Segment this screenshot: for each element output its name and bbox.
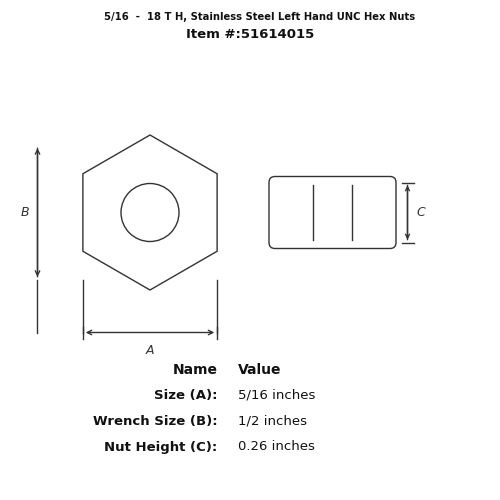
Text: Value: Value [238, 362, 281, 376]
Text: Name: Name [172, 362, 218, 376]
Text: Size (A):: Size (A): [154, 388, 218, 402]
Text: 5/16  -  18 T H, Stainless Steel Left Hand UNC Hex Nuts: 5/16 - 18 T H, Stainless Steel Left Hand… [104, 12, 416, 22]
Text: A: A [146, 344, 154, 356]
Text: B: B [20, 206, 30, 219]
Text: Wrench Size (B):: Wrench Size (B): [93, 414, 218, 428]
Text: Nut Height (C):: Nut Height (C): [104, 440, 218, 454]
Text: C: C [416, 206, 426, 219]
Text: 0.26 inches: 0.26 inches [238, 440, 314, 454]
Text: Item #:51614015: Item #:51614015 [186, 28, 314, 40]
Text: 1/2 inches: 1/2 inches [238, 414, 306, 428]
Text: 5/16 inches: 5/16 inches [238, 388, 315, 402]
